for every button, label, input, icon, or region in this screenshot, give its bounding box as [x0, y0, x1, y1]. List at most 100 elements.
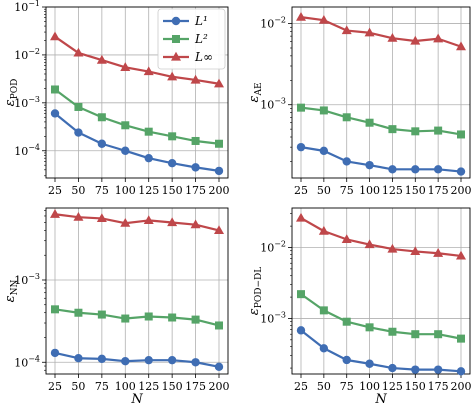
- data-point: [387, 243, 398, 253]
- data-point: [411, 330, 420, 339]
- data-point: [388, 363, 397, 373]
- x-tick-label: 25: [48, 380, 62, 393]
- x-tick-label: 200: [209, 184, 230, 197]
- data-point: [296, 142, 306, 152]
- x-tick-label: 75: [95, 380, 109, 393]
- series-L1: [50, 109, 224, 176]
- data-point: [365, 323, 374, 332]
- data-point: [341, 25, 352, 35]
- data-point: [318, 15, 329, 24]
- y-axis-title: εNN: [3, 280, 20, 303]
- data-point: [51, 305, 59, 314]
- data-point: [50, 31, 60, 41]
- data-point: [73, 211, 84, 221]
- x-tick-label: 125: [382, 184, 403, 197]
- x-axis-title: N: [374, 392, 387, 407]
- series-L1: [296, 142, 466, 176]
- data-point: [387, 33, 398, 42]
- data-point: [434, 126, 443, 135]
- y-tick-label: 10−4: [14, 354, 40, 369]
- axes-frame: [45, 6, 229, 179]
- data-point: [97, 139, 107, 148]
- data-point: [144, 153, 153, 163]
- data-point: [410, 246, 421, 256]
- x-tick-label: 100: [359, 380, 380, 393]
- data-point: [342, 157, 351, 166]
- data-point: [214, 166, 224, 176]
- data-point: [144, 127, 153, 136]
- data-point: [411, 365, 420, 374]
- x-tick-label: 50: [71, 184, 85, 197]
- data-point: [214, 78, 224, 88]
- data-point: [97, 113, 106, 122]
- x-tick-label: 150: [405, 380, 426, 393]
- x-tick-label: 150: [405, 184, 426, 197]
- series-Linf: [296, 11, 466, 51]
- legend-label: L∞: [194, 50, 213, 64]
- data-point: [73, 47, 84, 57]
- data-point: [433, 33, 444, 43]
- data-point: [144, 355, 153, 365]
- data-point: [167, 217, 178, 227]
- y-tick-label: 10−2: [14, 47, 40, 62]
- series-line: [54, 35, 220, 85]
- x-tick-label: 200: [451, 380, 472, 393]
- x-tick-label: 125: [138, 380, 159, 393]
- legend-marker-square: [172, 35, 180, 43]
- data-point: [74, 308, 83, 317]
- data-point: [191, 136, 200, 145]
- data-point: [342, 113, 351, 122]
- data-point: [167, 158, 177, 168]
- data-point: [297, 290, 305, 299]
- data-point: [365, 118, 374, 127]
- data-point: [190, 219, 201, 229]
- data-point: [411, 165, 420, 174]
- x-tick-label: 50: [71, 380, 85, 393]
- series-Linf: [50, 209, 224, 235]
- data-point: [168, 132, 177, 141]
- series-Linf: [296, 212, 466, 260]
- legend-marker-triangle: [171, 51, 181, 61]
- data-point: [456, 250, 466, 260]
- data-point: [433, 248, 444, 257]
- x-tick-label: 75: [340, 184, 354, 197]
- y-tick-label: 10−3: [260, 310, 286, 325]
- data-point: [190, 74, 201, 84]
- data-point: [96, 213, 107, 223]
- y-tick-label: 10−4: [14, 143, 40, 158]
- data-point: [120, 62, 131, 71]
- x-tick-label: 150: [162, 184, 183, 197]
- data-point: [191, 315, 200, 324]
- data-point: [51, 85, 59, 94]
- y-tick-label: 10−2: [260, 16, 286, 31]
- data-point: [214, 225, 224, 235]
- data-point: [74, 354, 83, 363]
- data-point: [121, 121, 130, 130]
- x-tick-label: 50: [317, 380, 331, 393]
- data-point: [365, 160, 374, 170]
- data-point: [74, 102, 83, 111]
- data-point: [121, 146, 130, 155]
- x-tick-label: 25: [294, 184, 308, 197]
- data-point: [143, 66, 154, 76]
- y-tick-label: 10−3: [260, 97, 286, 112]
- y-tick-label: 10−2: [260, 239, 286, 254]
- data-point: [191, 358, 200, 367]
- series-line: [54, 213, 220, 232]
- data-point: [433, 365, 443, 374]
- data-point: [364, 239, 375, 249]
- data-point: [96, 54, 107, 64]
- data-point: [215, 321, 223, 330]
- data-point: [168, 313, 177, 322]
- data-point: [215, 139, 223, 148]
- panel-top-right: 25 50 75 100 125 150 175 200 10−3 10−2 εAE: [247, 6, 472, 197]
- y-axis-title: εPOD−DL: [247, 267, 264, 315]
- data-point: [319, 344, 329, 353]
- data-point: [214, 362, 224, 372]
- data-point: [296, 11, 306, 21]
- data-point: [364, 27, 375, 37]
- x-tick-label: 175: [428, 380, 449, 393]
- data-point: [456, 167, 466, 176]
- data-point: [50, 348, 60, 358]
